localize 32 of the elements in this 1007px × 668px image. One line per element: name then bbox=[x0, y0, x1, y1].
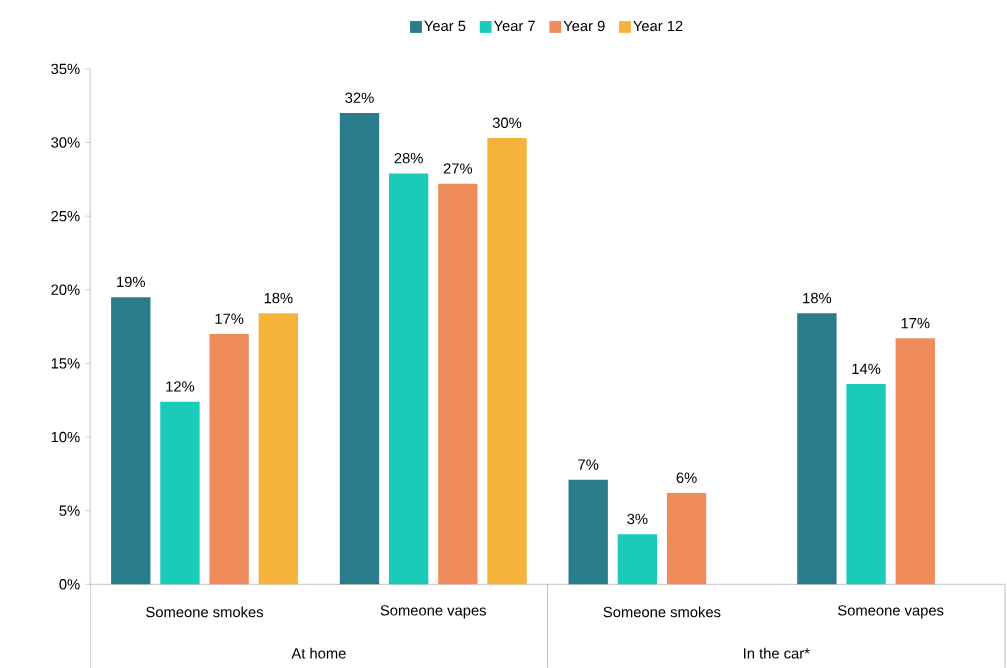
legend-label: Year 5 bbox=[424, 20, 466, 32]
legend-label: Year 12 bbox=[633, 20, 683, 32]
text: In the car* bbox=[744, 647, 810, 659]
data-label: 32% bbox=[345, 92, 374, 104]
y-tick-label: 5% bbox=[59, 505, 80, 516]
data-label: 7% bbox=[578, 459, 599, 470]
legend-label: Year 9 bbox=[563, 20, 605, 32]
data-label: 6% bbox=[676, 472, 697, 483]
data-label: 17% bbox=[215, 313, 244, 324]
data-label: 17% bbox=[901, 318, 930, 329]
x-tick-label: Someone smokes bbox=[603, 606, 721, 618]
y-tick-label: 30% bbox=[51, 137, 80, 148]
data-label: 18% bbox=[264, 292, 293, 304]
y-tick-label: 35% bbox=[51, 63, 80, 75]
y-tick-label: 25% bbox=[51, 210, 80, 222]
x-tick-label: Someone vapes bbox=[380, 605, 486, 619]
x-tick-label: Someone vapes bbox=[838, 605, 944, 619]
data-label: 14% bbox=[852, 363, 881, 375]
legend-label: Year 7 bbox=[493, 20, 535, 32]
data-label: 19% bbox=[117, 276, 145, 288]
x-tick-label: Someone smokes bbox=[146, 606, 264, 618]
data-label: 3% bbox=[627, 513, 648, 525]
data-label: 18% bbox=[803, 292, 832, 304]
y-tick-label: 20% bbox=[51, 284, 80, 296]
data-label: 27% bbox=[443, 163, 473, 174]
data-label: 30% bbox=[492, 117, 522, 129]
data-label: 12% bbox=[166, 381, 195, 392]
y-tick-label: 10% bbox=[51, 431, 80, 443]
y-tick-label: 15% bbox=[51, 358, 80, 369]
text: At home bbox=[291, 647, 346, 659]
y-tick-label: 0% bbox=[59, 579, 80, 590]
data-label: 28% bbox=[394, 152, 423, 164]
